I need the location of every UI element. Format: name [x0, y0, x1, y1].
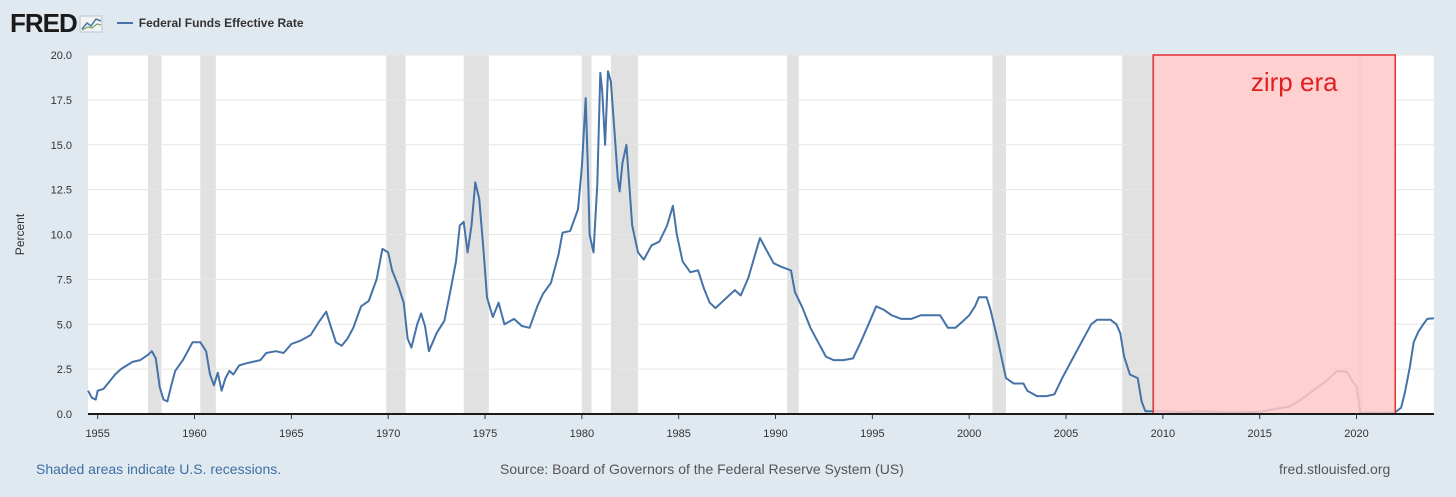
x-tick-label: 1995 — [860, 428, 884, 440]
y-tick-label: 10.0 — [51, 230, 72, 242]
y-tick-label: 2.5 — [57, 364, 72, 376]
x-tick-label: 1980 — [570, 428, 594, 440]
legend[interactable]: Federal Funds Effective Rate — [116, 16, 304, 30]
x-tick-label: 1960 — [182, 428, 206, 440]
y-axis-title: Percent — [13, 213, 27, 255]
site-link[interactable]: fred.stlouisfed.org — [1279, 461, 1391, 477]
x-tick-label: 2005 — [1054, 428, 1078, 440]
chart-logo-icon — [79, 15, 103, 33]
source-note: Source: Board of Governors of the Federa… — [500, 461, 904, 477]
x-tick-label: 2000 — [957, 428, 981, 440]
x-tick-label: 1990 — [763, 428, 787, 440]
legend-label: Federal Funds Effective Rate — [138, 16, 304, 30]
y-tick-label: 20.0 — [51, 50, 72, 62]
y-tick-label: 5.0 — [57, 319, 72, 331]
logo-text: FRED — [10, 8, 78, 38]
chart-header: FRED Federal Funds Effective Rate — [10, 6, 304, 40]
x-tick-label: 1955 — [85, 428, 109, 440]
x-tick-label: 2015 — [1247, 428, 1271, 440]
y-tick-label: 17.5 — [51, 95, 72, 107]
series-line — [87, 70, 1435, 415]
y-tick-label: 0.0 — [57, 409, 72, 421]
x-tick-label: 1965 — [279, 428, 303, 440]
y-tick-label: 12.5 — [51, 185, 72, 197]
y-tick-label: 7.5 — [57, 274, 72, 286]
x-tick-label: 1985 — [666, 428, 690, 440]
y-tick-label: 15.0 — [51, 140, 72, 152]
fred-logo[interactable]: FRED — [10, 10, 105, 36]
x-tick-label: 2020 — [1344, 428, 1368, 440]
x-tick-label: 1975 — [473, 428, 497, 440]
zirp-era-label: zirp era — [1251, 67, 1338, 97]
line-chart[interactable]: 0.0 2.5 5.0 7.5 10.0 12.5 15.0 17.5 20.0 1955 1960… — [0, 0, 1456, 460]
x-tick-label: 1970 — [376, 428, 400, 440]
legend-swatch — [116, 22, 133, 24]
x-tick-label: 2010 — [1151, 428, 1175, 440]
recession-note: Shaded areas indicate U.S. recessions. — [36, 461, 282, 477]
zirp-era-box — [1152, 54, 1397, 415]
